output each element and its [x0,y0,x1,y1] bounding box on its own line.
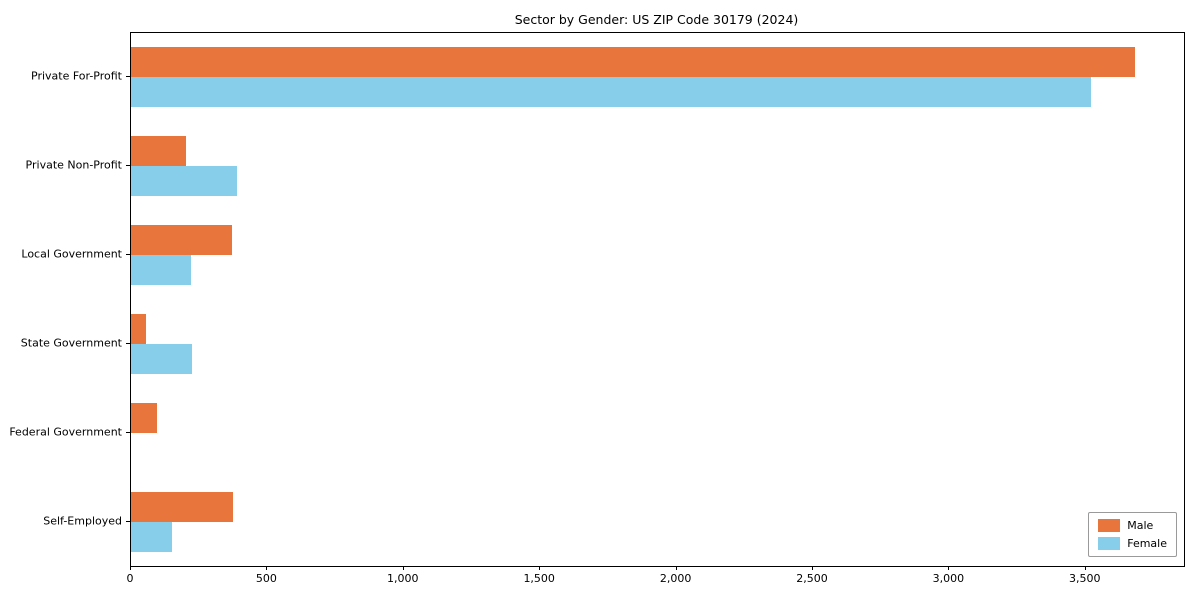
x-tick-label-0: 0 [126,572,134,585]
y-tick-mark [126,520,130,522]
bar-male-federal-government [131,402,157,433]
bar-female-private-non-profit [131,166,238,197]
x-tick-mark [675,566,677,570]
x-tick-label-1: 500 [255,572,277,585]
y-tick-mark [126,431,130,433]
legend: Male Female [1088,512,1177,557]
x-tick-label-4: 2,000 [659,572,692,585]
bar-male-self-employed [131,491,234,522]
y-tick-mark [126,254,130,256]
legend-item-female: Female [1098,537,1167,550]
bar-male-private-non-profit [131,136,186,167]
x-tick-mark [811,566,813,570]
x-tick-label-5: 2,500 [796,572,828,585]
x-tick-mark [948,566,950,570]
y-tick-mark [126,165,130,167]
x-tick-label-7: 3,500 [1069,572,1101,585]
bar-female-local-government [131,255,191,286]
y-tick-mark [126,76,130,78]
bar-male-local-government [131,225,232,256]
y-tick-label-2: Local Government [21,247,122,261]
y-tick-label-0: Private For-Profit [31,69,122,83]
legend-swatch-female [1098,537,1121,550]
legend-swatch-male [1098,519,1121,532]
x-tick-mark [539,566,541,570]
y-tick-label-5: Self-Employed [43,514,122,528]
y-tick-label-3: State Government [20,336,122,350]
y-tick-mark [126,342,130,344]
x-tick-mark [1084,566,1086,570]
x-tick-mark [266,566,268,570]
legend-label-male: Male [1127,519,1154,532]
x-tick-label-3: 1,500 [523,572,555,585]
bar-female-state-government [131,343,193,374]
y-tick-label-1: Private Non-Profit [25,158,122,172]
plot-area [130,32,1185,567]
x-tick-mark [130,566,131,570]
legend-item-male: Male [1098,519,1167,532]
y-tick-label-4: Federal Government [9,425,122,439]
bar-male-state-government [131,313,146,344]
x-tick-mark [402,566,404,570]
legend-label-female: Female [1127,537,1167,550]
bar-female-self-employed [131,521,172,552]
x-tick-label-2: 1,000 [387,572,419,585]
bar-male-private-for-profit [131,47,1135,78]
chart-title: Sector by Gender: US ZIP Code 30179 (202… [514,12,799,27]
x-tick-label-6: 3,000 [932,572,965,585]
bar-female-private-for-profit [131,77,1092,108]
